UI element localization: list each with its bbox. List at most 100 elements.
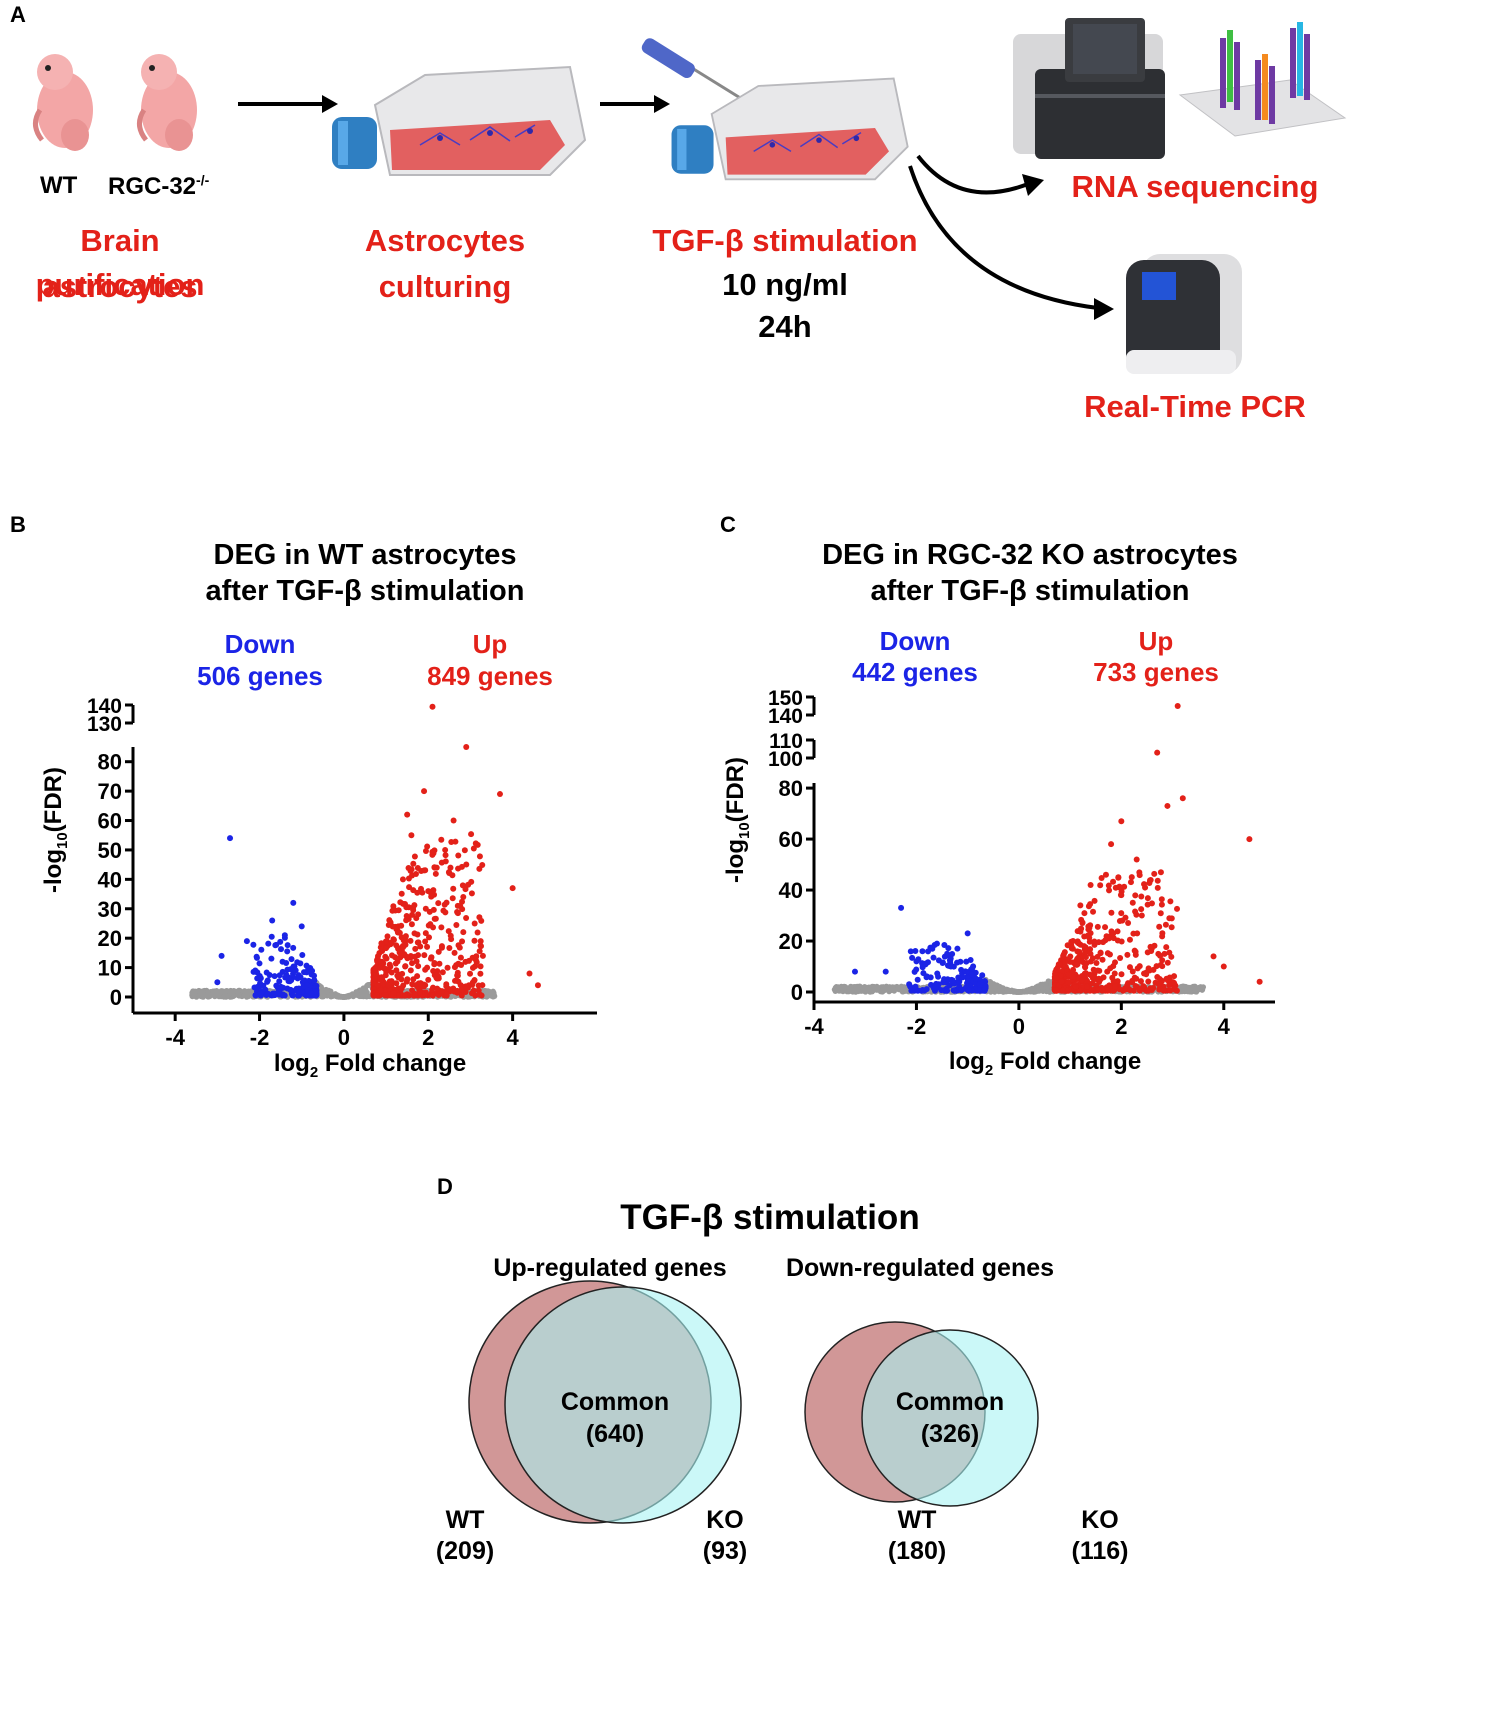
up-point [1118,971,1125,978]
x-tick-label: 0 [338,1025,350,1050]
up-point [1127,879,1134,886]
up-point [1174,905,1181,912]
x-tick-label: -2 [907,1014,927,1039]
up-point [1143,971,1150,978]
up-point [438,924,445,931]
down-point [938,987,945,994]
up-point [1089,980,1096,987]
venn-up-ko-label: KO [706,1506,744,1534]
y-tick-label: 80 [779,776,803,801]
down-point [945,945,952,952]
down-point [912,983,919,990]
ylabel-pre: -log [722,839,749,883]
wt-label: WT [40,172,78,199]
step-3-label: TGF-β stimulation [652,223,918,258]
ns-point [338,993,345,1000]
ns-point [364,983,370,989]
ns-point [323,986,329,993]
up-point [1114,937,1121,944]
down-point [919,948,926,955]
up-point [470,845,477,852]
panel-b-label: B [10,512,26,537]
ns-point [1189,984,1195,991]
up-point [1083,960,1090,967]
venn-up-ko: KO (93) [685,1505,765,1567]
up-point [415,963,422,970]
down-point [933,940,940,947]
xlabel-pre: log [948,1048,985,1075]
ns-point [990,984,997,990]
up-point [422,938,429,945]
up-point [1104,950,1111,957]
up-point [421,952,428,959]
ns-point [890,986,897,993]
up-point [1110,930,1117,937]
up-point [1104,968,1111,975]
up-point [1087,950,1094,957]
y-tick-label: 40 [779,878,803,903]
up-point [1136,963,1143,970]
y-tick-label: 20 [779,929,803,954]
venn-up-wt-label: WT [445,1506,485,1534]
down-point [982,983,989,990]
up-point [1118,910,1125,917]
up-point [457,954,464,961]
up-point [1096,967,1103,974]
ns-point [836,985,842,992]
up-point [1085,903,1092,910]
up-point [395,907,402,914]
panel-b-title-2: after TGF-β stimulation [205,575,525,607]
up-point [1132,892,1139,899]
up-point [444,964,451,971]
up-point [1158,896,1165,903]
y-tick-label: 60 [779,827,803,852]
up-point [390,903,397,910]
x-tick-label: -4 [165,1025,185,1050]
up-point [449,895,456,902]
up-point [1156,923,1163,930]
down-point [964,930,971,937]
ns-point [241,992,248,999]
up-point [1174,703,1181,709]
down-point [969,965,976,972]
up-point [1110,878,1117,885]
up-point [1163,944,1170,951]
up-point [1162,921,1169,928]
down-point [913,958,920,965]
up-point [435,900,442,907]
up-point [1094,923,1101,930]
up-point [1077,902,1084,909]
venn-down-ko-label: KO [1081,1506,1119,1534]
culture-flask-image [332,65,587,176]
y-tick-label: 0 [110,985,122,1010]
up-point [1148,948,1155,955]
venn-down-wt: WT (180) [877,1505,957,1567]
duration-label: 24h [758,309,812,344]
venn-up-common: Common (640) [520,1386,710,1450]
up-points [1051,703,1263,994]
stimulated-flask-image [671,77,909,181]
venn-down-common-label: Common [895,1388,1005,1416]
ns-point [895,985,902,991]
venn-up-heading: Up-regulated genes [493,1254,727,1282]
down-point [964,977,971,984]
up-point [406,884,413,891]
up-point [1164,802,1171,809]
up-point [1154,749,1161,756]
y-tick-label: 10 [98,956,122,981]
up-point [1108,909,1115,916]
up-point [1145,965,1152,972]
up-point [1106,887,1113,894]
y-tick-label: 140 [768,705,803,728]
ns-point [346,992,353,999]
down-point [935,957,942,964]
up-point [1138,893,1145,900]
panel-b-up-label: Up [472,629,508,659]
up-point [1157,869,1164,876]
arrow-2 [600,95,670,113]
up-point [1134,930,1141,937]
ns-point [221,994,227,1000]
y-tick-label: 140 [87,695,122,718]
up-point [422,930,429,937]
up-point [1142,884,1149,891]
